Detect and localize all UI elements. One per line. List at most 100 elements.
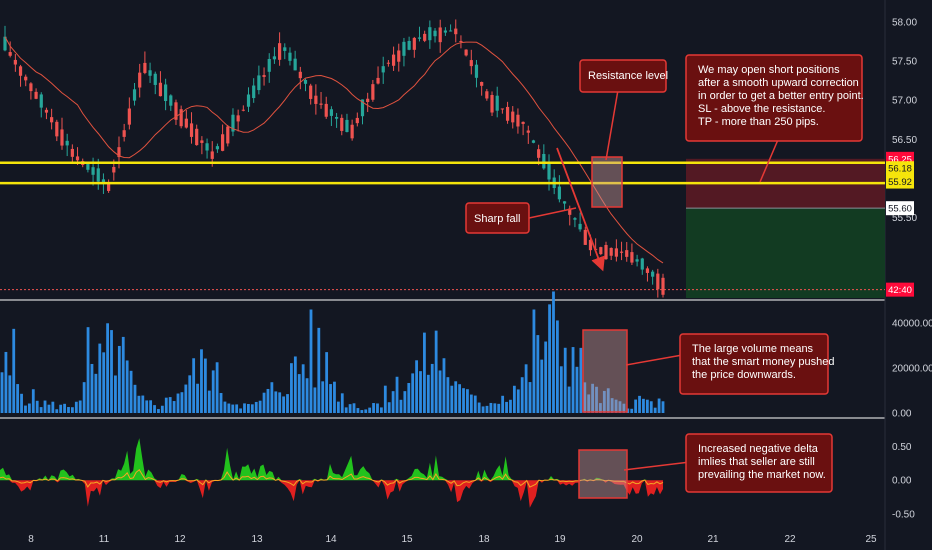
volume-bar (141, 395, 145, 413)
volume-bar (211, 370, 215, 413)
volume-bar (473, 395, 477, 413)
volume-bar (231, 404, 235, 413)
candle-body (464, 49, 468, 56)
strategy-callout-line: after a smooth upward correction (698, 77, 859, 89)
delta-highlight-box[interactable] (578, 449, 628, 499)
volume-bar (638, 395, 641, 413)
candle-body (500, 108, 504, 110)
candle-body (562, 201, 567, 204)
candle-body (531, 140, 536, 143)
volume-bar (610, 398, 614, 413)
volume-bar (587, 394, 591, 413)
volume-bar (153, 405, 156, 413)
candle-body (578, 223, 582, 230)
volume-bar (67, 407, 70, 413)
volume-bar (383, 385, 387, 413)
volume-bar (423, 332, 426, 413)
candle-body (433, 30, 437, 37)
volume-bar (571, 347, 575, 413)
resistance-highlight-box[interactable] (591, 156, 623, 208)
volume-bar (489, 402, 493, 413)
candle-body (246, 94, 251, 107)
volume-bar (203, 358, 207, 413)
resistance-callout-line: Resistance level (588, 70, 668, 82)
delta-tick-label: -0.50 (892, 509, 915, 520)
sharp-fall-callout-box[interactable] (465, 202, 530, 234)
delta-note-callout-box[interactable] (685, 433, 833, 493)
short-position-zone[interactable] (686, 158, 885, 298)
volume-bar (200, 349, 203, 413)
price-tag-label: 55.92 (888, 177, 912, 188)
resistance-callout-box[interactable] (579, 59, 667, 93)
candle-body (516, 114, 520, 127)
volume-bar (235, 404, 239, 413)
time-tick-label: 25 (865, 534, 877, 545)
volume-bar (348, 404, 352, 413)
volume-bar (333, 381, 336, 413)
volume-bar (407, 383, 411, 413)
candle-body (298, 71, 302, 79)
volume-bar (82, 382, 86, 413)
resistance-callout[interactable]: Resistance level (579, 59, 668, 93)
candle-body (324, 103, 328, 117)
volume-bar (352, 403, 356, 413)
volume-bar (258, 400, 262, 413)
volume-bar (313, 387, 317, 413)
volume-bar (164, 397, 168, 413)
candle-body (143, 62, 147, 73)
volume-bar (106, 323, 110, 413)
volume-bar (20, 393, 23, 413)
candle-body (485, 91, 489, 99)
candle-body (241, 109, 245, 111)
volume-bar (430, 363, 434, 413)
candle-body (537, 149, 541, 158)
candle-body (91, 167, 95, 175)
time-tick-label: 8 (28, 534, 34, 545)
volume-bar (325, 352, 329, 413)
volume-bar (0, 372, 4, 413)
volume-bar (595, 386, 598, 413)
callouts[interactable]: Resistance level Sharp fall We may open sh… (465, 54, 864, 493)
take-profit-zone[interactable] (686, 208, 885, 298)
volume-bar (117, 345, 121, 413)
delta-note-callout-line: prevailing the market now. (698, 469, 826, 481)
candle-body (604, 245, 608, 260)
volume-bar (35, 400, 39, 413)
candle-body (293, 58, 297, 71)
candle-body (661, 277, 665, 295)
candle-body (164, 84, 168, 102)
horizontal-levels[interactable] (0, 161, 885, 291)
strategy-callout-line: in order to get a better entry point. (698, 90, 864, 102)
candle-body (526, 130, 530, 133)
candle-body (205, 143, 209, 151)
volume-bar (391, 391, 395, 413)
volume-bar (469, 394, 473, 413)
candle-body (609, 247, 613, 256)
volume-bar (415, 360, 418, 413)
candle-body (334, 117, 339, 119)
delta-positive (0, 438, 663, 481)
volume-bar (442, 358, 446, 413)
volume-bar (172, 401, 176, 413)
candle-body (75, 156, 80, 161)
volume-bar (31, 389, 35, 413)
volume-note-callout-box[interactable] (679, 333, 829, 395)
volume-bar (78, 400, 82, 413)
candle-body (169, 95, 173, 106)
volume-bar (63, 403, 66, 413)
highlight-boxes[interactable] (578, 156, 628, 499)
volume-bar (626, 408, 630, 413)
price-tick-label: 58.00 (892, 17, 917, 28)
sharp-fall-callout[interactable]: Sharp fall (465, 202, 530, 234)
volume-highlight-box[interactable] (582, 329, 628, 413)
delta-signal-line (0, 468, 664, 488)
time-tick-label: 15 (401, 534, 413, 545)
strategy-callout-box[interactable] (685, 54, 863, 142)
candle-body (236, 115, 240, 122)
candle-body (272, 56, 277, 60)
volume-bar (426, 374, 430, 413)
